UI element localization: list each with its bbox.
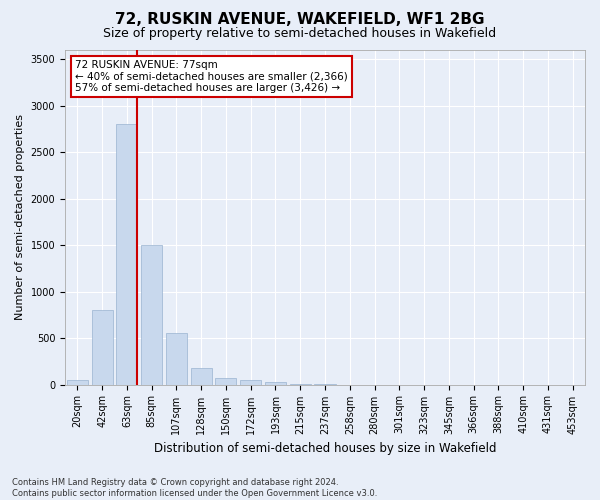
- Bar: [240, 380, 261, 384]
- Bar: [116, 124, 137, 384]
- X-axis label: Distribution of semi-detached houses by size in Wakefield: Distribution of semi-detached houses by …: [154, 442, 496, 455]
- Text: Contains HM Land Registry data © Crown copyright and database right 2024.
Contai: Contains HM Land Registry data © Crown c…: [12, 478, 377, 498]
- Bar: [92, 310, 113, 384]
- Bar: [67, 380, 88, 384]
- Y-axis label: Number of semi-detached properties: Number of semi-detached properties: [15, 114, 25, 320]
- Bar: [166, 334, 187, 384]
- Bar: [191, 368, 212, 384]
- Text: 72, RUSKIN AVENUE, WAKEFIELD, WF1 2BG: 72, RUSKIN AVENUE, WAKEFIELD, WF1 2BG: [115, 12, 485, 28]
- Bar: [141, 245, 162, 384]
- Bar: [265, 382, 286, 384]
- Bar: [215, 378, 236, 384]
- Text: 72 RUSKIN AVENUE: 77sqm
← 40% of semi-detached houses are smaller (2,366)
57% of: 72 RUSKIN AVENUE: 77sqm ← 40% of semi-de…: [76, 60, 348, 93]
- Text: Size of property relative to semi-detached houses in Wakefield: Size of property relative to semi-detach…: [103, 28, 497, 40]
